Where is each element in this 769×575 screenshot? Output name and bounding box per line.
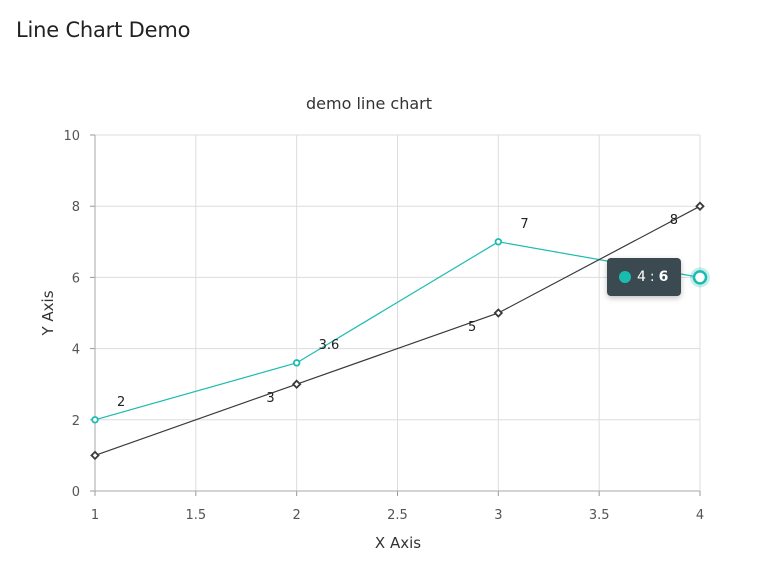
series-b-point[interactable] [695, 201, 705, 211]
series-a-point[interactable] [91, 416, 99, 424]
chart-title: demo line chart [306, 94, 432, 113]
x-tick-label: 3 [494, 508, 502, 523]
data-label: 3 [266, 391, 274, 406]
x-tick-label: 2.5 [387, 508, 408, 523]
grid [94, 134, 701, 492]
series-layer [90, 201, 710, 461]
y-tick-label: 10 [63, 129, 80, 144]
series-b-point[interactable] [291, 379, 302, 389]
x-tick-label: 2 [293, 508, 301, 523]
data-labels: 2 3.6 7 3 5 8 [117, 213, 678, 410]
series-a-point[interactable] [292, 359, 301, 367]
series-b-line [94, 205, 701, 456]
data-label: 3.6 [319, 338, 340, 353]
tooltip-x-value: 4 [637, 269, 646, 285]
y-tick-label: 6 [72, 271, 80, 286]
y-tick-label: 4 [72, 343, 80, 358]
y-tick-label: 8 [72, 200, 80, 215]
y-tick-label: 2 [72, 414, 80, 429]
series-a-point[interactable] [494, 238, 503, 246]
x-tick-label: 1 [91, 508, 99, 523]
x-tick-label: 4 [696, 508, 704, 523]
tooltip: 4 : 6 [607, 258, 681, 296]
tooltip-separator: : [649, 269, 655, 285]
data-label: 8 [670, 213, 678, 228]
y-tick-label: 0 [72, 485, 80, 500]
x-tick-label: 3.5 [589, 508, 610, 523]
series-b-point[interactable] [90, 450, 100, 461]
x-axis-title: X Axis [375, 534, 421, 552]
page-title: Line Chart Demo [16, 18, 191, 42]
data-label: 2 [117, 395, 125, 410]
data-label: 7 [520, 217, 528, 232]
data-label: 5 [468, 320, 476, 335]
tooltip-series-swatch [619, 271, 631, 283]
x-tick-label: 1.5 [185, 508, 206, 523]
series-b-point[interactable] [493, 308, 504, 318]
series-a-point-active[interactable] [692, 270, 708, 285]
tooltip-y-value: 6 [658, 269, 669, 285]
y-axis-title: Y Axis [39, 290, 57, 336]
